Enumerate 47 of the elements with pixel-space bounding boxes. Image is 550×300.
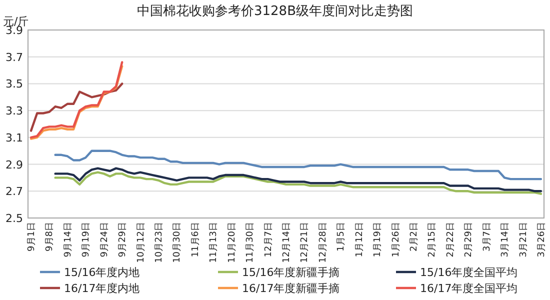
x-tick-label: 10月30日 bbox=[172, 222, 183, 263]
x-tick-label: 9月8日 bbox=[45, 222, 56, 252]
x-tick-label: 2月2日 bbox=[409, 222, 420, 252]
x-tick-label: 12月14日 bbox=[282, 222, 292, 263]
x-tick-label: 2月22日 bbox=[446, 222, 456, 258]
legend-label: 16/17年度新疆手摘 bbox=[242, 282, 340, 295]
x-tick-label: 1月26日 bbox=[391, 222, 402, 258]
y-tick-label: 3.1 bbox=[6, 131, 23, 144]
x-tick-label: 9月14日 bbox=[63, 222, 74, 258]
y-tick-label: 2.5 bbox=[6, 212, 23, 225]
line-series bbox=[54, 171, 542, 195]
x-tick-label: 9月29日 bbox=[118, 222, 128, 258]
x-tick-label: 2月15日 bbox=[428, 222, 438, 258]
x-tick-label: 1月5日 bbox=[336, 222, 347, 252]
x-tick-label: 3月7日 bbox=[482, 222, 492, 252]
x-tick-label: 11月6日 bbox=[190, 222, 201, 258]
x-tick-label: 12月21日 bbox=[300, 222, 310, 263]
x-tick-label: 11月20日 bbox=[227, 222, 238, 263]
x-tick-label: 9月19日 bbox=[82, 222, 92, 258]
y-tick-label: 3.3 bbox=[6, 104, 23, 118]
x-tick-label: 3月21日 bbox=[518, 222, 529, 258]
y-tick-label: 3.7 bbox=[6, 50, 23, 64]
x-tick-label: 12月28日 bbox=[318, 222, 328, 263]
x-tick-label: 1月19日 bbox=[373, 222, 384, 258]
legend-label: 15/16年度新疆手摘 bbox=[242, 266, 340, 279]
line-series bbox=[30, 82, 124, 132]
x-tick-label: 9月1日 bbox=[27, 222, 38, 252]
chart-title: 中国棉花收购参考价3128B级年度间对比走势图 bbox=[136, 3, 414, 19]
x-tick-label: 3月26日 bbox=[536, 222, 547, 258]
y-tick-label: 2.7 bbox=[6, 185, 23, 198]
x-tick-label: 11月30日 bbox=[246, 222, 256, 263]
x-tick-label: 2月29日 bbox=[464, 222, 474, 258]
x-tick-label: 9月24日 bbox=[100, 222, 110, 258]
legend-label: 15/16年度全国平均 bbox=[420, 266, 518, 279]
y-tick-label: 2.9 bbox=[6, 158, 23, 172]
legend-label: 15/16年度内地 bbox=[64, 266, 140, 279]
y-tick-label: 3.5 bbox=[6, 78, 23, 91]
legend-label: 16/17年度内地 bbox=[64, 282, 140, 295]
x-tick-label: 3月14日 bbox=[500, 222, 511, 258]
line-series bbox=[54, 150, 542, 180]
x-tick-label: 10月12日 bbox=[136, 222, 146, 263]
x-tick-label: 11月13日 bbox=[209, 222, 220, 263]
legend-label: 16/17年度全国平均 bbox=[420, 282, 518, 295]
x-tick-label: 1月12日 bbox=[354, 222, 365, 258]
x-tick-label: 12月7日 bbox=[264, 222, 274, 258]
x-tick-label: 10月23日 bbox=[154, 222, 165, 263]
line-series bbox=[54, 167, 542, 192]
